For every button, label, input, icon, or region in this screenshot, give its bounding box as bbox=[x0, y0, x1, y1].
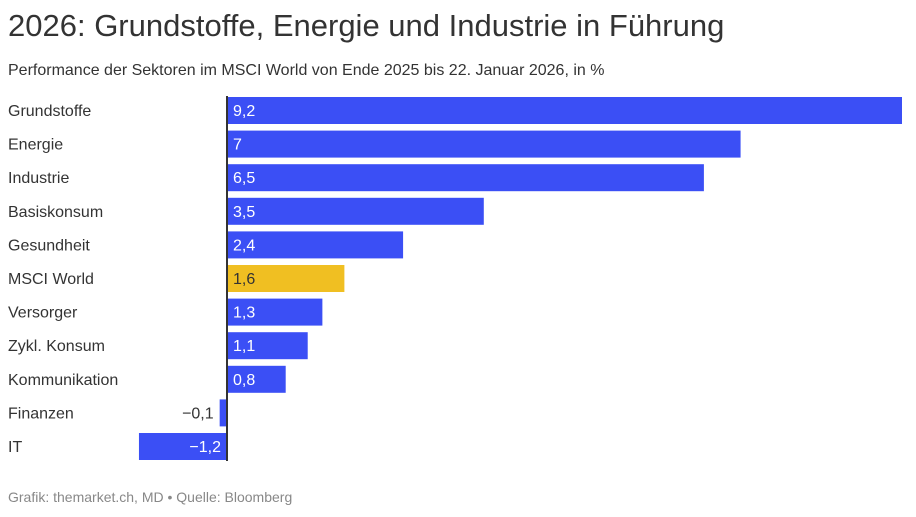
chart-title: 2026: Grundstoffe, Energie und Industrie… bbox=[8, 8, 725, 43]
value-label-gesundheit: 2,4 bbox=[233, 237, 255, 254]
bar-kommunikation bbox=[227, 365, 286, 393]
category-label-basiskonsum: Basiskonsum bbox=[8, 204, 103, 221]
chart-subtitle: Performance der Sektoren im MSCI World v… bbox=[8, 62, 605, 79]
value-label-finanzen: −0,1 bbox=[182, 405, 214, 422]
category-label-grundstoffe: Grundstoffe bbox=[8, 103, 91, 120]
value-label-basiskonsum: 3,5 bbox=[233, 204, 255, 221]
bar-gesundheit bbox=[227, 231, 404, 259]
category-label-industrie: Industrie bbox=[8, 170, 69, 187]
category-label-it: IT bbox=[8, 439, 22, 456]
category-label-finanzen: Finanzen bbox=[8, 405, 74, 422]
value-label-msci-world: 1,6 bbox=[233, 271, 255, 288]
value-label-versorger: 1,3 bbox=[233, 305, 255, 322]
value-label-energie: 7 bbox=[233, 137, 242, 154]
bar-industrie bbox=[227, 164, 704, 192]
bar-zykl-konsum bbox=[227, 332, 308, 360]
bar-msci-world bbox=[227, 265, 345, 292]
value-label-it: −1,2 bbox=[189, 439, 221, 456]
value-label-kommunikation: 0,8 bbox=[233, 372, 255, 389]
bar-it bbox=[138, 433, 227, 460]
category-label-energie: Energie bbox=[8, 137, 63, 154]
category-label-kommunikation: Kommunikation bbox=[8, 372, 118, 389]
chart-source: Grafik: themarket.ch, MD • Quelle: Bloom… bbox=[8, 489, 293, 505]
bar-basiskonsum bbox=[227, 197, 484, 225]
bar-versorger bbox=[227, 298, 323, 326]
bar-energie bbox=[227, 130, 741, 158]
value-label-zykl-konsum: 1,1 bbox=[233, 338, 255, 355]
category-label-gesundheit: Gesundheit bbox=[8, 237, 90, 254]
value-label-grundstoffe: 9,2 bbox=[233, 103, 255, 120]
bar-grundstoffe bbox=[227, 97, 902, 124]
category-label-versorger: Versorger bbox=[8, 305, 78, 322]
value-label-industrie: 6,5 bbox=[233, 170, 255, 187]
bar-finanzen bbox=[219, 399, 227, 427]
category-label-zykl-konsum: Zykl. Konsum bbox=[8, 338, 105, 355]
category-label-msci-world: MSCI World bbox=[8, 271, 94, 288]
